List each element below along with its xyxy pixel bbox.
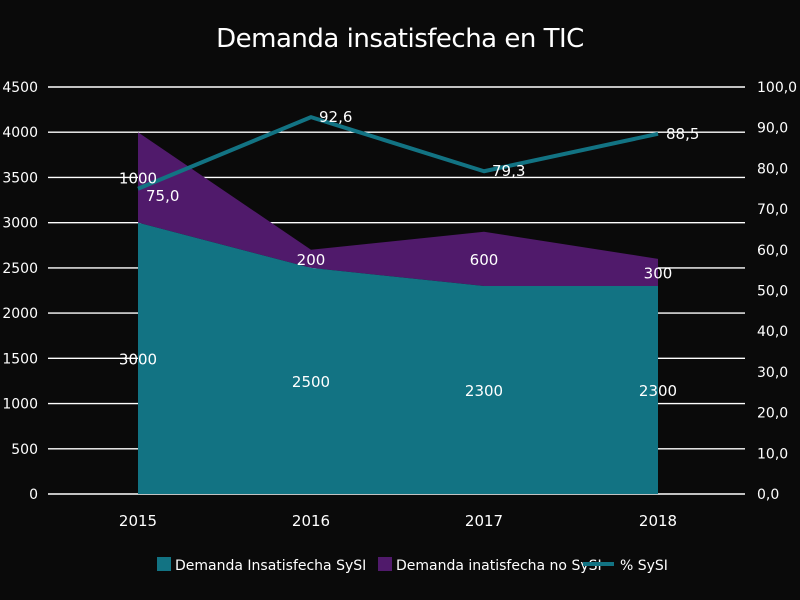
y-right-tick-label: 30,0 <box>757 365 788 381</box>
x-tick-label: 2016 <box>292 512 330 530</box>
y-right-tick-label: 0,0 <box>757 487 779 503</box>
y-left-tick-label: 2500 <box>2 261 38 277</box>
y-left-tick-label: 3000 <box>2 216 38 232</box>
chart-title: Demanda insatisfecha en TIC <box>216 24 584 54</box>
data-label-no-sysi: 600 <box>470 251 499 269</box>
data-label-percent: 79,3 <box>492 162 525 180</box>
x-tick-label: 2018 <box>639 512 677 530</box>
y-left-tick-label: 0 <box>29 487 38 503</box>
y-right-tick-label: 60,0 <box>757 243 788 259</box>
data-label-percent: 88,5 <box>666 125 699 143</box>
y-right-tick-label: 70,0 <box>757 202 788 218</box>
y-left-tick-label: 1500 <box>2 351 38 367</box>
data-label-percent: 75,0 <box>146 187 179 205</box>
y-left-tick-label: 4500 <box>2 80 38 96</box>
area-demanda-no-sysi <box>138 132 658 286</box>
legend-label-percent: % SySI <box>620 558 668 574</box>
y-left-tick-label: 2000 <box>2 306 38 322</box>
data-label-sysi: 2500 <box>292 373 330 391</box>
line-percent-sysi <box>137 115 659 191</box>
y-right-tick-label: 90,0 <box>757 121 788 137</box>
legend-label-sysi: Demanda Insatisfecha SySI <box>175 558 366 574</box>
x-tick-label: 2015 <box>119 512 157 530</box>
data-label-no-sysi: 1000 <box>119 169 157 187</box>
data-label-percent: 92,6 <box>319 108 352 126</box>
y-left-tick-label: 4000 <box>2 125 38 141</box>
data-label-sysi: 3000 <box>119 350 157 368</box>
legend-swatch-sysi <box>157 557 171 571</box>
y-left-tick-label: 1000 <box>2 397 38 413</box>
y-right-tick-label: 80,0 <box>757 161 788 177</box>
area-demanda-sysi <box>138 222 658 494</box>
y-right-tick-label: 10,0 <box>757 446 788 462</box>
x-tick-label: 2017 <box>465 512 503 530</box>
data-label-sysi: 2300 <box>465 382 503 400</box>
y-right-tick-label: 20,0 <box>757 406 788 422</box>
y-right-tick-label: 40,0 <box>757 324 788 340</box>
y-left-tick-label: 500 <box>11 442 38 458</box>
data-label-sysi: 2300 <box>639 382 677 400</box>
data-label-no-sysi: 300 <box>644 264 673 282</box>
legend-swatch-no-sysi <box>378 557 392 571</box>
y-right-tick-label: 50,0 <box>757 284 788 300</box>
y-left-tick-label: 3500 <box>2 170 38 186</box>
legend-label-no-sysi: Demanda inatisfecha no SySI <box>396 558 602 574</box>
data-label-no-sysi: 200 <box>297 251 326 269</box>
y-right-tick-label: 100,0 <box>757 80 797 96</box>
